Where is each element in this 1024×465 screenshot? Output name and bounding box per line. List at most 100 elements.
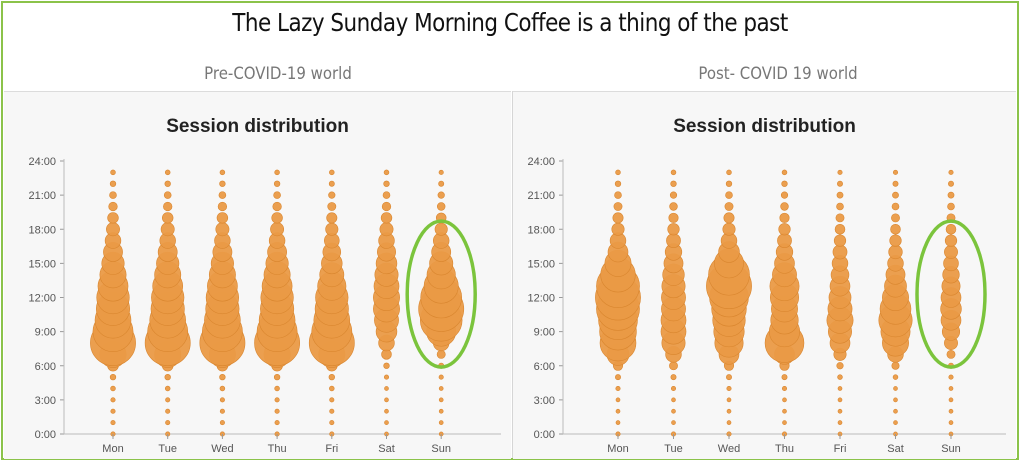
session-bubble [329, 420, 335, 426]
session-bubble [164, 373, 171, 381]
x-tick-label: Tue [664, 443, 683, 455]
session-bubble [164, 385, 171, 392]
session-bubble [219, 420, 225, 426]
session-bubble [726, 169, 732, 176]
session-bubble [110, 408, 116, 414]
session-bubble [217, 201, 228, 212]
session-bubble [891, 361, 900, 370]
session-bubble [948, 180, 954, 187]
session-bubble [274, 408, 280, 414]
y-tick-label: 15:00 [28, 258, 56, 270]
session-bubble [615, 397, 621, 403]
chart-pre-covid: Session distribution 0:00 3:00 6:00 9:00 12:0… [28, 116, 501, 455]
session-bubble [666, 233, 681, 248]
highlight-ellipse [915, 219, 987, 369]
session-bubble [782, 397, 787, 403]
session-bubble [837, 397, 843, 403]
session-bubble [782, 420, 787, 425]
session-bubble [837, 408, 843, 414]
session-bubble [615, 385, 621, 392]
chart-panel-post: Session distribution 0:00 3:00 6:00 9:00 12:0… [513, 91, 1016, 459]
session-bubble [948, 374, 954, 380]
session-bubble [667, 223, 680, 236]
session-bubble [438, 420, 444, 425]
x-tick-label: Thu [268, 443, 287, 455]
chart-title: Session distribution [673, 116, 856, 137]
session-bubble [891, 213, 900, 223]
session-bubble [837, 420, 843, 425]
series-sun [940, 169, 962, 437]
session-bubble [274, 397, 280, 403]
session-bubble [612, 212, 624, 224]
session-bubble [615, 408, 621, 414]
session-bubble [382, 191, 391, 199]
session-bubble [219, 169, 226, 176]
session-bubble [384, 397, 389, 403]
session-bubble [777, 233, 792, 248]
session-bubble [669, 191, 678, 199]
session-bubble [893, 408, 898, 414]
session-bubble [781, 180, 788, 187]
session-bubble [165, 408, 171, 414]
session-bubble [669, 361, 678, 371]
session-bubble [671, 397, 676, 403]
series-mon [595, 169, 641, 437]
session-bubble [891, 202, 900, 211]
session-bubble [216, 212, 229, 224]
y-tick-label: 0:00 [534, 429, 555, 441]
series-fri [826, 169, 854, 437]
session-bubble [948, 386, 954, 391]
y-tick-label: 15:00 [527, 258, 555, 270]
panel-divider [512, 91, 513, 458]
x-tick-label: Sun [431, 443, 451, 455]
session-bubble [779, 212, 790, 223]
session-bubble [329, 385, 335, 392]
session-bubble [946, 349, 956, 359]
session-bubble [670, 374, 677, 381]
y-tick-label: 18:00 [28, 224, 56, 236]
highlight-ellipse [405, 219, 477, 369]
session-bubble [328, 373, 335, 381]
series-tue [660, 169, 687, 437]
y-tick-label: 12:00 [527, 293, 555, 305]
series-thu [764, 169, 805, 437]
session-bubble [668, 212, 679, 223]
y-tick-label: 6:00 [35, 361, 56, 373]
y-tick-label: 6:00 [534, 361, 555, 373]
session-bubble [110, 385, 116, 392]
session-bubble [437, 191, 445, 199]
y-tick-label: 9:00 [35, 327, 56, 339]
session-bubble [160, 222, 175, 237]
x-tick-label: Sat [378, 443, 395, 455]
x-tick-label: Wed [718, 443, 740, 455]
x-tick-label: Wed [211, 443, 233, 455]
session-bubble [383, 362, 390, 369]
session-bubble [837, 374, 843, 380]
session-bubble [164, 169, 171, 176]
session-bubble [329, 397, 335, 403]
session-bubble [109, 180, 117, 187]
x-tick-label: Fri [834, 443, 847, 455]
session-bubble [892, 180, 899, 187]
y-tick-label: 3:00 [35, 395, 56, 407]
session-bubble [615, 169, 621, 176]
session-bubble [670, 180, 677, 187]
session-bubble [273, 180, 281, 187]
y-tick-label: 9:00 [534, 327, 555, 339]
series-thu [254, 169, 301, 437]
y-tick-label: 0:00 [35, 429, 56, 441]
chart-panel-pre: Session distribution 0:00 3:00 6:00 9:00 12:0… [4, 91, 511, 459]
y-tick-label: 18:00 [527, 224, 555, 236]
session-bubble [383, 180, 390, 187]
session-bubble [724, 202, 734, 211]
session-bubble [722, 222, 736, 236]
session-bubble [163, 191, 172, 199]
session-bubble [379, 222, 394, 237]
session-bubble [438, 397, 444, 403]
series-tue [144, 169, 191, 437]
y-tick-label: 12:00 [28, 293, 56, 305]
session-bubble [383, 169, 390, 176]
session-bubble [383, 374, 390, 380]
session-bubble [892, 169, 899, 175]
session-bubble [834, 223, 846, 235]
